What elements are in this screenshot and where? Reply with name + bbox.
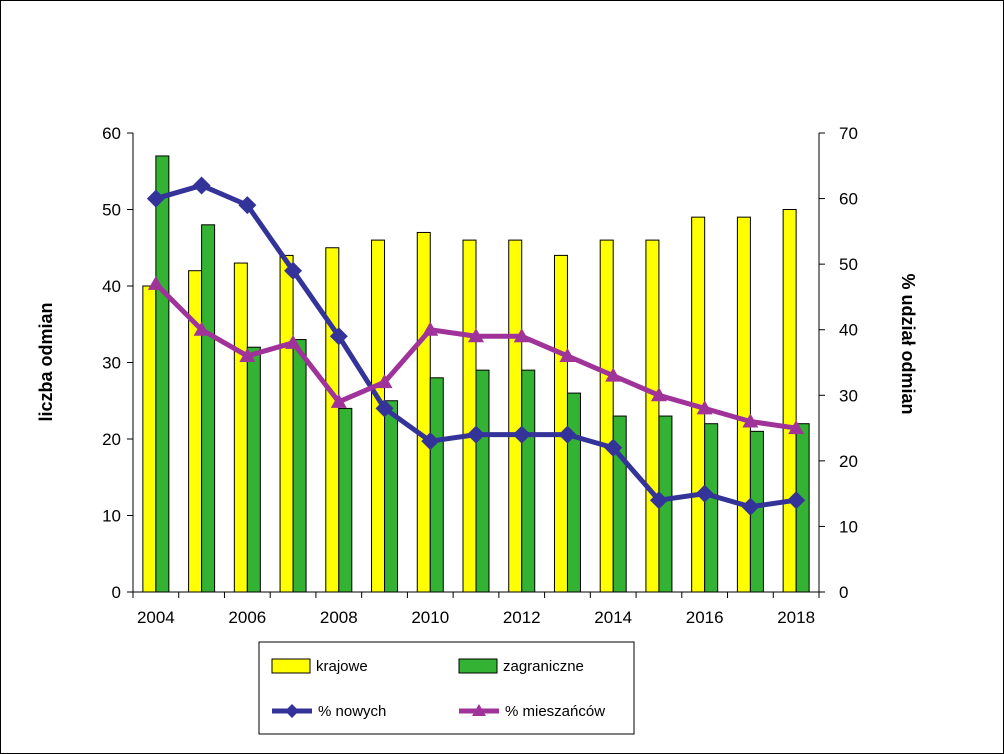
right-tick-label-0: 0 bbox=[839, 583, 848, 602]
x-tick-label-2018: 2018 bbox=[777, 608, 815, 627]
left-tick-label-10: 10 bbox=[102, 507, 121, 526]
bar-krajowe-2009 bbox=[371, 239, 386, 593]
point-nowych-2017 bbox=[741, 497, 760, 516]
point-nowych-2016 bbox=[695, 484, 714, 503]
left-tick-label-40: 40 bbox=[102, 277, 121, 296]
right-axis-title: % udział odmian bbox=[898, 273, 918, 414]
left-axis-ticks: 0 10 20 30 40 50 60 bbox=[102, 124, 133, 602]
left-tick-label-20: 20 bbox=[102, 430, 121, 449]
bar-krajowe-2010 bbox=[416, 231, 431, 593]
point-mieszancow-2010 bbox=[422, 321, 439, 336]
bar-zagraniczne-2009 bbox=[384, 400, 399, 593]
right-tick-label-10: 10 bbox=[839, 517, 858, 536]
bar-krajowe-2004 bbox=[142, 285, 157, 593]
x-tick-label-2006: 2006 bbox=[228, 608, 266, 627]
left-tick-label-50: 50 bbox=[102, 201, 121, 220]
bar-zagraniczne-2010 bbox=[429, 377, 444, 593]
left-axis-title: liczba odmian bbox=[36, 302, 56, 421]
right-tick-label-70: 70 bbox=[839, 124, 858, 143]
point-nowych-2011 bbox=[467, 425, 485, 444]
legend-swatch-krajowe bbox=[271, 658, 311, 674]
bar-zagraniczne-2018 bbox=[795, 423, 810, 593]
point-mieszancow-2012 bbox=[513, 328, 530, 343]
point-nowych-2013 bbox=[558, 425, 577, 444]
point-mieszancow-2009 bbox=[376, 374, 393, 389]
x-tick-label-2008: 2008 bbox=[320, 608, 358, 627]
legend-label-nowych: % nowych bbox=[318, 703, 386, 720]
legend-label-mieszancow: % mieszańców bbox=[505, 703, 605, 720]
bar-zagraniczne-2013 bbox=[566, 392, 581, 593]
axes bbox=[132, 133, 820, 593]
right-tick-label-50: 50 bbox=[839, 255, 858, 274]
point-nowych-2005 bbox=[192, 176, 211, 195]
point-mieszancow-2014 bbox=[605, 367, 622, 382]
x-tick-label-2010: 2010 bbox=[411, 608, 449, 627]
point-mieszancow-2006 bbox=[239, 347, 256, 362]
point-nowych-2012 bbox=[512, 425, 531, 444]
bar-zagraniczne-2012 bbox=[521, 369, 536, 593]
legend-label-zagraniczne: zagraniczne bbox=[503, 658, 584, 675]
point-mieszancow-2018 bbox=[788, 420, 805, 435]
bar-zagraniczne-2004 bbox=[155, 155, 170, 593]
legend-label-krajowe: krajowe bbox=[316, 658, 368, 675]
point-nowych-2015 bbox=[649, 491, 668, 510]
point-mieszancow-2015 bbox=[650, 387, 667, 402]
point-nowych-2009 bbox=[375, 399, 394, 418]
bar-zagraniczne-2006 bbox=[246, 346, 261, 593]
bar-krajowe-2007 bbox=[279, 254, 294, 593]
point-mieszancow-2005 bbox=[193, 321, 210, 336]
point-mieszancow-2008 bbox=[330, 393, 347, 408]
bar-zagraniczne-2005 bbox=[201, 224, 216, 593]
left-tick-label-0: 0 bbox=[112, 583, 121, 602]
point-nowych-2006 bbox=[238, 196, 257, 215]
bar-zagraniczne-2011 bbox=[475, 369, 490, 593]
right-tick-label-60: 60 bbox=[839, 190, 858, 209]
point-nowych-2018 bbox=[787, 491, 806, 510]
right-axis-ticks: 0 10 20 30 40 50 60 70 bbox=[819, 124, 858, 602]
bar-krajowe-2008 bbox=[325, 247, 340, 593]
right-tick-label-40: 40 bbox=[839, 321, 858, 340]
legend: krajowe zagraniczne % nowych % mieszańcó… bbox=[258, 641, 635, 735]
left-tick-label-60: 60 bbox=[102, 124, 121, 143]
left-tick-label-30: 30 bbox=[102, 354, 121, 373]
bar-zagraniczne-2007 bbox=[292, 339, 307, 593]
point-nowych-2010 bbox=[421, 432, 440, 451]
bar-krajowe-2018 bbox=[782, 209, 797, 593]
bar-krajowe-2013 bbox=[553, 254, 568, 593]
legend-swatch-zagraniczne bbox=[458, 658, 498, 674]
bar-zagraniczne-2016 bbox=[704, 423, 719, 593]
point-mieszancow-2004 bbox=[147, 275, 164, 290]
right-tick-label-30: 30 bbox=[839, 386, 858, 405]
legend-marker-mieszancow bbox=[472, 704, 486, 716]
point-mieszancow-2007 bbox=[285, 334, 302, 349]
legend-box bbox=[258, 641, 635, 735]
point-mieszancow-2013 bbox=[559, 347, 576, 362]
point-nowych-2004 bbox=[146, 189, 165, 208]
lines bbox=[146, 176, 806, 516]
point-mieszancow-2011 bbox=[468, 328, 484, 343]
x-axis-ticks: 2004 2006 2008 2010 2012 2014 2016 2018 bbox=[132, 592, 820, 627]
bars bbox=[142, 155, 810, 593]
point-nowych-2014 bbox=[604, 438, 623, 457]
x-tick-label-2016: 2016 bbox=[686, 608, 724, 627]
bar-krajowe-2012 bbox=[508, 239, 523, 593]
bar-krajowe-2017 bbox=[736, 216, 751, 593]
point-nowych-2007 bbox=[284, 261, 303, 280]
right-tick-label-20: 20 bbox=[839, 452, 858, 471]
bar-krajowe-2015 bbox=[645, 239, 660, 593]
point-mieszancow-2016 bbox=[696, 400, 713, 415]
point-mieszancow-2017 bbox=[742, 413, 759, 428]
x-tick-label-2004: 2004 bbox=[137, 608, 175, 627]
x-tick-label-2014: 2014 bbox=[594, 608, 632, 627]
bar-krajowe-2006 bbox=[233, 262, 248, 593]
x-tick-label-2012: 2012 bbox=[503, 608, 541, 627]
legend-marker-nowych bbox=[285, 704, 299, 718]
point-nowych-2008 bbox=[329, 327, 348, 346]
bar-krajowe-2014 bbox=[599, 239, 614, 593]
bar-zagraniczne-2008 bbox=[338, 407, 353, 593]
bar-krajowe-2011 bbox=[462, 239, 477, 593]
